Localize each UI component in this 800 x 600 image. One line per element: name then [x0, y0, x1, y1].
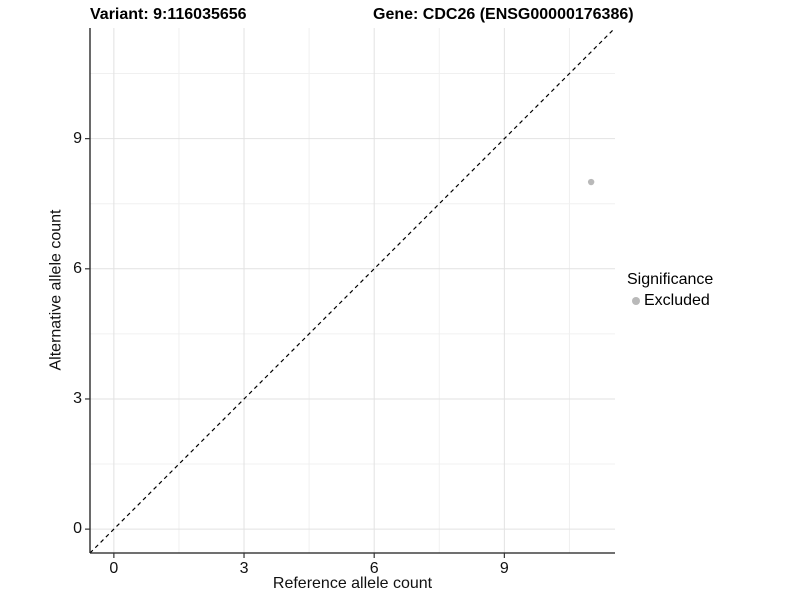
legend: Significance Excluded: [627, 270, 713, 311]
x-tick-label: 0: [109, 560, 119, 577]
y-tick-label: 3: [73, 389, 82, 407]
plot-panel-svg: [85, 27, 616, 558]
y-axis-title: Alternative allele count: [47, 209, 65, 371]
legend-title: Significance: [627, 271, 714, 288]
y-tick-label: 9: [73, 129, 82, 147]
plot-title-gene: Gene: CDC26 (ENSG00000176386): [373, 6, 634, 23]
x-tick-label: 3: [239, 560, 249, 577]
x-tick-label: 9: [499, 560, 509, 577]
legend-entry-label: Excluded: [644, 292, 710, 309]
y-tick-label: 0: [73, 520, 82, 538]
plot-title-variant: Variant: 9:116035656: [90, 6, 247, 23]
legend-entry-excluded: Excluded: [627, 291, 713, 311]
legend-key: [627, 293, 644, 310]
x-tick-label: 6: [369, 560, 379, 577]
identity-line: [89, 27, 616, 554]
x-axis-title: Reference allele count: [272, 575, 433, 592]
plot-panel: [85, 27, 616, 558]
data-point: [587, 178, 595, 186]
legend-point-icon: [631, 297, 640, 305]
y-tick-label: 6: [73, 259, 82, 277]
